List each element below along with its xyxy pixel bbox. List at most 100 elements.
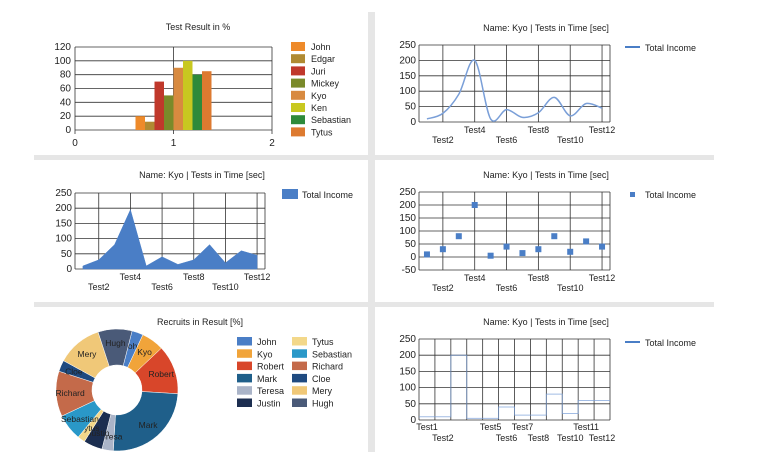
slice-label: Kyo — [137, 347, 152, 357]
x-tick-label: Test2 — [432, 135, 454, 145]
legend-label: John — [311, 42, 331, 52]
y-tick-label: 200 — [399, 350, 416, 361]
x-tick-label: Test4 — [120, 272, 142, 282]
y-tick-label: 100 — [399, 383, 416, 394]
y-tick-label: 200 — [399, 200, 416, 211]
x-tick-label: Test10 — [212, 282, 239, 292]
legend-label: Total Income — [645, 190, 696, 200]
slice-label: Mery — [78, 349, 98, 359]
x-tick-label: 2 — [269, 138, 275, 149]
slice-label: Tytus — [79, 423, 99, 433]
legend-label: Mery — [312, 386, 332, 396]
bar — [135, 116, 145, 130]
y-tick-label: 250 — [399, 334, 416, 345]
legend-swatch — [291, 78, 305, 88]
data-point — [567, 248, 574, 255]
y-tick-label: 150 — [399, 213, 416, 224]
legend-label: Teresa — [257, 386, 284, 396]
bar — [192, 74, 202, 130]
y-tick-label: 40 — [60, 97, 72, 108]
data-point — [519, 250, 526, 257]
legend-label: Total Income — [645, 338, 696, 348]
time-line-chart: Name: Kyo | Tests in Time [sec] 0 50 100 15… — [399, 23, 696, 145]
legend-swatch — [237, 373, 252, 383]
y-tick-label: 80 — [60, 70, 72, 81]
data-point — [503, 243, 510, 250]
chart-title: Name: Kyo | Tests in Time [sec] — [483, 23, 609, 33]
y-tick-label: 100 — [399, 86, 416, 97]
bar — [154, 81, 164, 130]
legend-label: Justin — [257, 399, 281, 409]
slice-label: Hugh — [105, 338, 126, 348]
legend-label: Total Income — [645, 43, 696, 53]
chart-title: Name: Kyo | Tests in Time [sec] — [483, 170, 609, 180]
slice-label: John — [124, 341, 143, 351]
bar — [183, 60, 193, 131]
chart-title: Recruits in Result [%] — [157, 317, 243, 327]
legend-label: Edgar — [311, 54, 335, 64]
slice-label: Teresa — [97, 431, 123, 441]
y-tick-label: 150 — [55, 218, 72, 229]
data-point — [583, 238, 590, 245]
x-tick-label: Test8 — [183, 272, 205, 282]
bar — [173, 67, 183, 130]
bar — [145, 121, 155, 130]
legend-swatch — [292, 349, 307, 358]
x-tick-label: Test12 — [589, 125, 616, 135]
data-point — [423, 251, 430, 258]
x-tick-label: Test6 — [151, 282, 173, 292]
y-tick-label: 200 — [55, 203, 72, 214]
x-tick-label: Test2 — [88, 282, 110, 292]
data-point — [551, 233, 558, 240]
x-tick-label: Test12 — [589, 273, 616, 283]
x-tick-label: Test2 — [432, 283, 454, 293]
legend-swatch — [237, 361, 252, 371]
legend-label: Mickey — [311, 79, 340, 89]
time-scatter-chart: Name: Kyo | Tests in Time [sec] -50 0 50 10… — [399, 170, 696, 293]
legend-label: Juri — [311, 66, 326, 76]
series-line — [419, 354, 610, 419]
legend-label: Hugh — [312, 399, 334, 409]
x-tick-label: 1 — [171, 138, 177, 149]
x-tick-label: Test1 — [416, 422, 438, 432]
y-tick-label: 100 — [55, 234, 72, 245]
x-tick-label: Test2 — [432, 433, 454, 443]
slice-label: Justin — [87, 428, 109, 438]
donut-slice — [97, 328, 133, 367]
y-tick-label: 50 — [61, 249, 73, 260]
slice-label: Mark — [139, 420, 159, 430]
y-tick-label: 150 — [399, 71, 416, 82]
legend-swatch — [291, 127, 305, 137]
legend-label: Sebastian — [311, 115, 351, 125]
legend-swatch — [292, 337, 307, 346]
legend-label: Ken — [311, 103, 327, 113]
series-line — [426, 59, 603, 122]
data-point — [455, 233, 462, 240]
y-tick-label: 50 — [405, 239, 417, 250]
x-tick-label: Test10 — [557, 283, 584, 293]
y-tick-label: 100 — [399, 226, 416, 237]
legend-swatch — [291, 66, 305, 76]
y-tick-label: 250 — [55, 188, 72, 199]
x-tick-label: Test4 — [464, 273, 486, 283]
y-tick-label: 120 — [54, 42, 71, 53]
legend-swatch — [291, 42, 305, 51]
legend-label: John — [257, 337, 277, 347]
slice-label: Robert — [148, 369, 174, 379]
legend-swatch — [237, 398, 252, 407]
donut-slice — [112, 391, 179, 452]
legend: Total Income — [625, 338, 696, 348]
legend-swatch — [292, 386, 307, 395]
x-tick-label: Test8 — [528, 273, 550, 283]
data-point — [487, 252, 494, 259]
x-tick-label: Test8 — [528, 433, 550, 443]
x-tick-label: Test10 — [557, 135, 584, 145]
x-tick-label: Test6 — [496, 283, 518, 293]
legend-swatch — [630, 192, 635, 197]
slice-label: Cloe — [65, 366, 83, 376]
horizontal-divider-1 — [34, 155, 714, 160]
chart-title: Name: Kyo | Tests in Time [sec] — [139, 170, 265, 180]
x-tick-label: Test11 — [573, 422, 599, 432]
y-tick-label: 20 — [60, 111, 72, 122]
legend-swatch — [291, 54, 305, 64]
